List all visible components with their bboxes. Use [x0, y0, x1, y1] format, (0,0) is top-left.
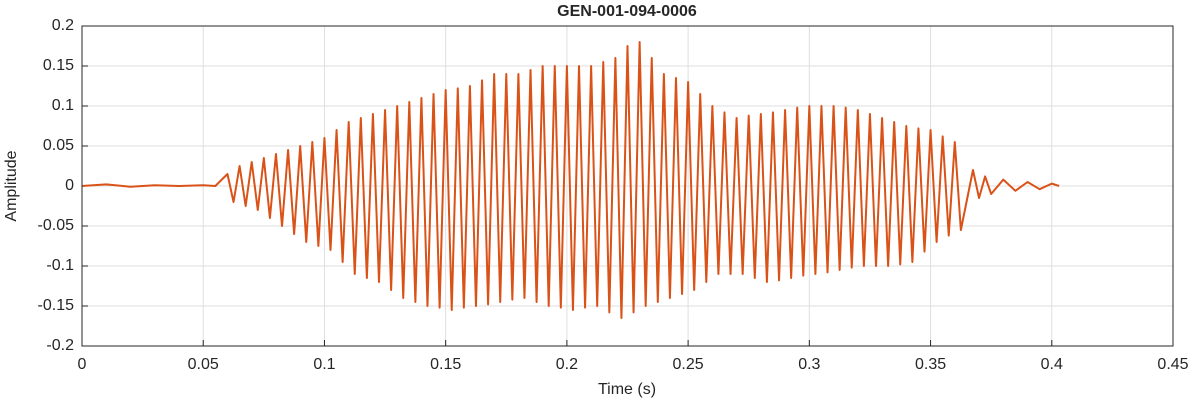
axes-box	[81, 25, 1174, 347]
y-tick-label: -0.05	[38, 217, 75, 234]
x-tick-label: 0.45	[1157, 356, 1188, 373]
x-tick-label: 0.3	[798, 356, 820, 373]
y-axis-label: Amplitude	[3, 150, 20, 221]
y-tick-label: -0.1	[46, 257, 74, 274]
y-tick-label: 0.1	[52, 97, 74, 114]
y-tick-label: -0.2	[46, 337, 74, 354]
y-tick-label: 0	[65, 177, 74, 194]
x-tick-label: 0	[78, 356, 87, 373]
x-axis-label: Time (s)	[598, 381, 656, 398]
y-tick-label: 0.2	[52, 17, 74, 34]
y-tick-label: 0.15	[43, 57, 74, 74]
y-tick-label: 0.05	[43, 137, 74, 154]
x-tick-label: 0.35	[915, 356, 946, 373]
y-tick-label: -0.15	[38, 297, 75, 314]
x-tick-label: 0.2	[556, 356, 578, 373]
x-tick-label: 0.15	[430, 356, 461, 373]
x-tick-label: 0.05	[188, 356, 219, 373]
waveform-line	[81, 41, 1060, 319]
x-tick-label: 0.1	[313, 356, 335, 373]
chart-title: GEN-001-094-0006	[557, 3, 697, 20]
x-tick-label: 0.25	[673, 356, 704, 373]
x-tick-label: 0.4	[1041, 356, 1063, 373]
